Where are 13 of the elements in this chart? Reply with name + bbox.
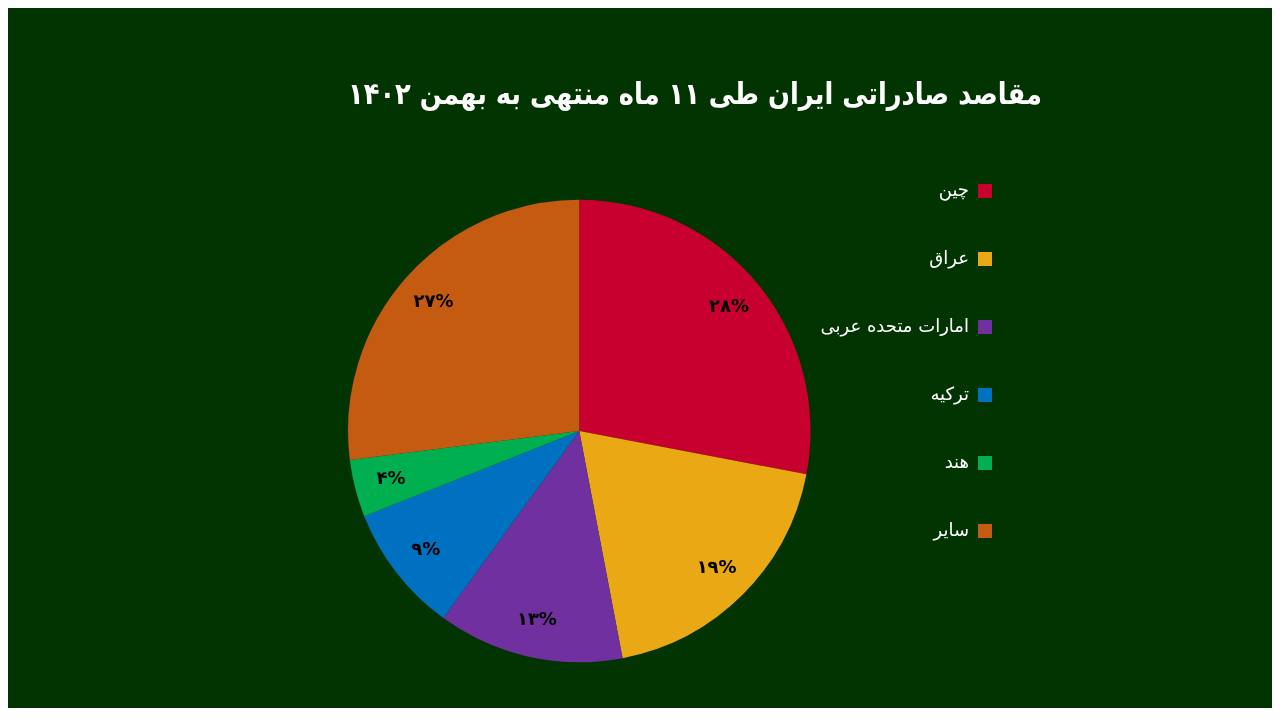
legend-label: عراق: [929, 246, 969, 269]
chart-title: مقاصد صادراتی ایران طی ۱۱ ماه منتهی به بهمن ۱۴۰۲: [348, 75, 1042, 112]
data-label: ۴%: [376, 466, 406, 488]
legend-label: چین: [938, 178, 969, 201]
legend-label: امارات متحده عربی: [820, 314, 969, 337]
data-label: ۱۳%: [516, 608, 557, 630]
legend-label: هند: [944, 450, 969, 472]
legend-label: سایر: [932, 518, 969, 541]
data-label: ۱۹%: [696, 556, 737, 578]
data-label: ۹%: [411, 537, 441, 559]
data-label: ۲۸%: [708, 294, 749, 316]
legend-label: ترکیه: [930, 382, 969, 405]
data-label: ۲۷%: [413, 290, 454, 312]
